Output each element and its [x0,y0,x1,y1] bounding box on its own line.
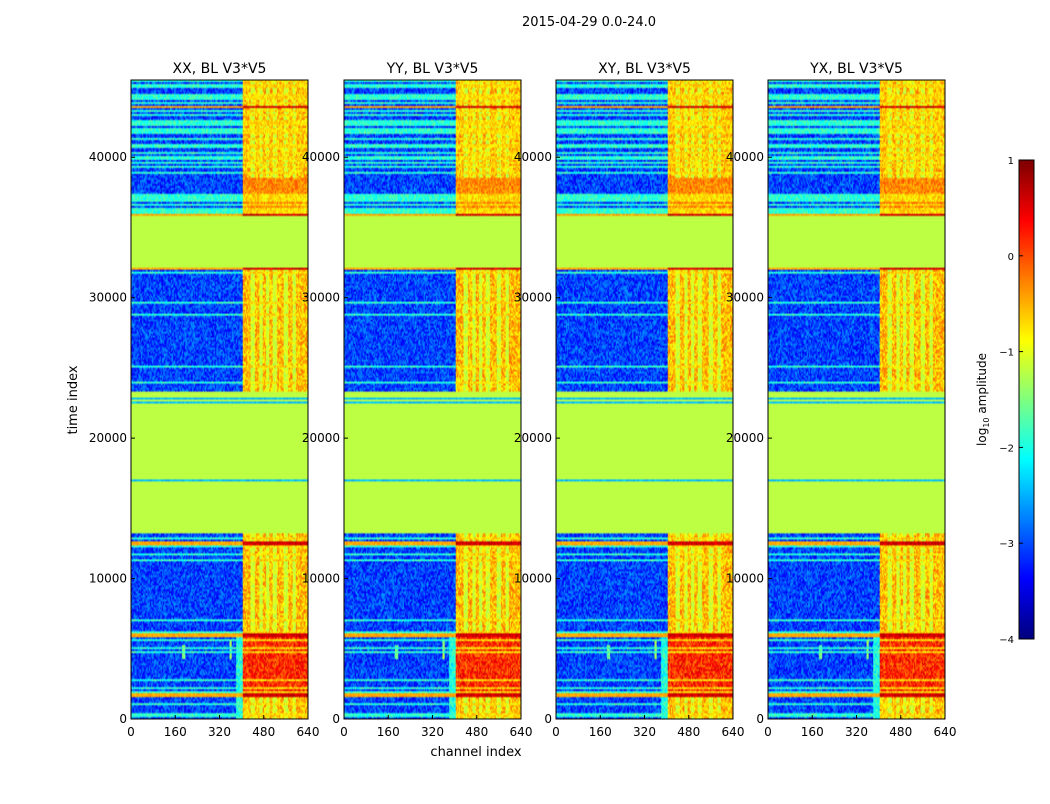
x-tick-label: 480 [252,725,275,739]
y-tick-label: 10000 [302,572,340,586]
colorbar: 1 0 −1 −2 −3 −4 log10 amplitude [975,156,1035,646]
colorbar-frame [1018,159,1035,640]
x-tick-label: 0 [764,725,772,739]
x-tick-label: 320 [208,725,231,739]
x-tick-label: 640 [297,725,320,739]
y-tick-label: 30000 [726,291,764,305]
y-tick-label: 30000 [89,291,127,305]
y-tick-label: 40000 [726,150,764,164]
y-tick-label: 0 [119,712,127,726]
x-tick-label: 320 [421,725,444,739]
heatmap-image-yy [344,80,521,719]
y-tick-label: 0 [756,712,764,726]
y-tick-label: 0 [544,712,552,726]
y-tick-label: 30000 [514,291,552,305]
y-tick-label: 30000 [302,291,340,305]
figure-title: 2015-04-29 0.0-24.0 [522,15,656,30]
colorbar-tick-label: −1 [999,348,1014,359]
x-tick-label: 640 [722,725,745,739]
x-tick-label: 0 [127,725,135,739]
x-tick-label: 480 [677,725,700,739]
heatmap-image-xy [556,80,733,719]
panel-yy: YY, BL V3*V5 0 160 320 480 640 0 10000 20000 3000… [302,61,533,739]
x-axis-label: channel index [430,745,521,760]
x-tick-label: 640 [510,725,533,739]
y-tick-label: 0 [332,712,340,726]
panel-title: XY, BL V3*V5 [598,61,691,77]
x-tick-label: 480 [465,725,488,739]
y-tick-label: 40000 [302,150,340,164]
y-tick-label: 20000 [514,431,552,445]
y-tick-label: 10000 [514,572,552,586]
panel-title: YX, BL V3*V5 [809,61,903,77]
x-tick-label: 160 [801,725,824,739]
y-tick-label: 10000 [89,572,127,586]
panel-xy: XY, BL V3*V5 0 160 320 480 640 0 10000 20000 3000… [514,61,745,739]
x-tick-label: 320 [845,725,868,739]
colorbar-label: log10 amplitude [975,353,991,446]
y-axis-label: time index [66,365,81,434]
panel-yx: YX, BL V3*V5 0 160 320 480 640 0 10000 20000 3000… [726,61,957,739]
x-tick-label: 480 [889,725,912,739]
heatmap-image-xx [131,80,308,719]
heatmap-image-yx [768,80,945,719]
colorbar-tick-label: −4 [999,635,1014,646]
y-tick-label: 10000 [726,572,764,586]
y-tick-label: 40000 [89,150,127,164]
y-tick-label: 20000 [726,431,764,445]
x-tick-label: 0 [552,725,560,739]
x-tick-label: 160 [589,725,612,739]
x-tick-label: 640 [934,725,957,739]
y-tick-label: 20000 [89,431,127,445]
colorbar-tick-label: −3 [999,539,1014,550]
x-tick-label: 0 [340,725,348,739]
panel-title: YY, BL V3*V5 [386,61,479,77]
y-tick-label: 40000 [514,150,552,164]
panels-group: XX, BL V3*V5 0 160 320 480 640 0 10000 20000 3000… [89,61,957,739]
colorbar-tick-label: −2 [999,443,1014,454]
panel-title: XX, BL V3*V5 [173,61,267,77]
y-tick-label: 20000 [302,431,340,445]
colorbar-tick-label: 0 [1008,252,1014,263]
x-tick-label: 160 [377,725,400,739]
panel-xx: XX, BL V3*V5 0 160 320 480 640 0 10000 20000 3000… [89,61,320,739]
x-tick-label: 160 [164,725,187,739]
colorbar-gradient [1019,160,1034,639]
x-tick-label: 320 [633,725,656,739]
colorbar-tick-label: 1 [1008,156,1014,167]
